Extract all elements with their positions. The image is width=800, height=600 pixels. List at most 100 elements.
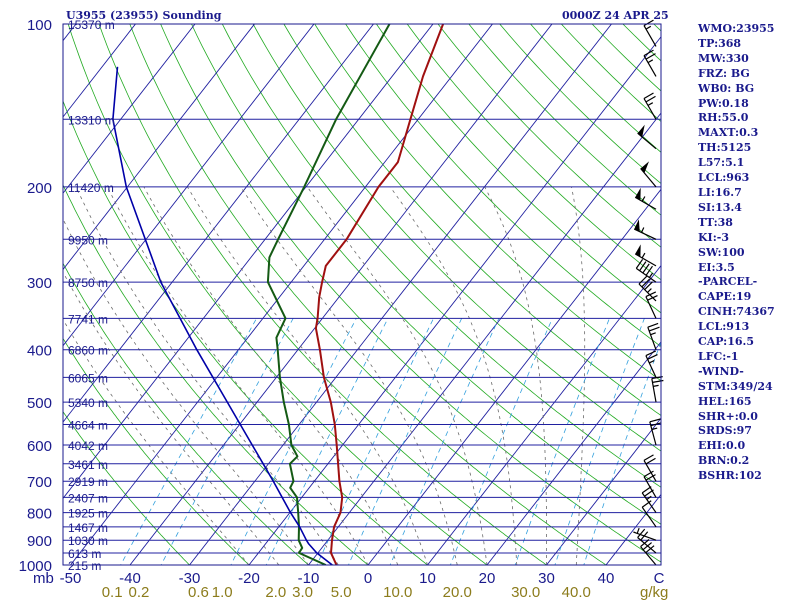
dry-adiabat bbox=[252, 24, 661, 452]
isotherm-line bbox=[63, 24, 315, 347]
moist-adiabat bbox=[187, 186, 428, 565]
height-label: 4042 m bbox=[68, 439, 108, 453]
sounding-index-item: EHI:0.0 bbox=[698, 439, 746, 453]
sounding-index-item: SRDS:97 bbox=[698, 424, 752, 438]
dry-adiabat bbox=[63, 337, 250, 565]
sounding-index-item: CINH:74367 bbox=[698, 305, 775, 319]
temperature-tick-label: 20 bbox=[479, 570, 496, 587]
sounding-index-item: -PARCEL- bbox=[698, 275, 758, 289]
height-label: 6860 m bbox=[68, 344, 108, 358]
height-label: 15370 m bbox=[68, 18, 115, 32]
wind-barb bbox=[637, 124, 657, 150]
sounding-index-item: FRZ: BG bbox=[698, 66, 750, 80]
wind-barb bbox=[643, 49, 657, 77]
mixing-ratio-tick-label: 1.0 bbox=[212, 584, 233, 600]
isotherm-line bbox=[248, 36, 661, 565]
sounding-index-item: LFC:-1 bbox=[698, 349, 739, 363]
sounding-index-item: HEL:165 bbox=[698, 394, 752, 408]
pressure-tick-label: 800 bbox=[27, 506, 52, 523]
mixing-ratio-tick-label: 20.0 bbox=[443, 584, 472, 600]
wind-barb bbox=[634, 187, 657, 210]
sounding-index-item: TP:368 bbox=[698, 36, 742, 50]
sounding-index-item: MW:330 bbox=[698, 51, 749, 65]
temperature-tick-label: -50 bbox=[60, 570, 82, 587]
height-label: 9950 m bbox=[68, 233, 108, 247]
sounding-index-item: PW:0.18 bbox=[698, 96, 749, 110]
parcel-path-line bbox=[112, 66, 333, 565]
sounding-index-item: MAXT:0.3 bbox=[698, 126, 759, 140]
height-label: 3461 m bbox=[68, 458, 108, 472]
temperature-unit-label: C bbox=[654, 570, 665, 587]
dry-adiabat bbox=[375, 24, 661, 314]
mixing-ratio-tick-label: 2.0 bbox=[265, 584, 286, 600]
dry-adiabat bbox=[63, 184, 369, 565]
pressure-tick-label: 900 bbox=[27, 533, 52, 550]
wind-barb bbox=[643, 454, 657, 482]
sounding-indices-panel: WMO:23955 TP:368 MW:330 FRZ: BG WB0: BG PW:0.… bbox=[698, 22, 775, 484]
wind-barb bbox=[647, 322, 660, 350]
pressure-tick-label: 400 bbox=[27, 343, 52, 360]
sounding-index-item: LCL:913 bbox=[698, 320, 750, 334]
sounding-index-item: SI:13.4 bbox=[698, 200, 742, 214]
isotherm-line bbox=[129, 24, 553, 565]
sounding-index-item: BRN:0.2 bbox=[698, 454, 750, 468]
sounding-index-item: TT:38 bbox=[698, 215, 733, 229]
wind-barb bbox=[638, 275, 657, 302]
isotherm-line bbox=[545, 417, 661, 565]
height-label: 215 m bbox=[68, 559, 101, 573]
wind-barb bbox=[633, 527, 657, 541]
wind-barb bbox=[643, 92, 657, 120]
sounding-index-item: WMO:23955 bbox=[698, 22, 775, 35]
pressure-tick-label: 500 bbox=[27, 395, 52, 412]
sounding-index-item: LCL:963 bbox=[698, 171, 750, 185]
temperature-tick-label: 10 bbox=[419, 570, 436, 587]
sounding-index-item: RH:55.0 bbox=[698, 111, 749, 125]
mixing-ratio-line bbox=[316, 318, 434, 565]
dry-adiabat bbox=[314, 24, 661, 382]
sounding-index-item: WB0: BG bbox=[698, 81, 755, 95]
temperature-profile-line bbox=[314, 24, 445, 565]
height-label: 1925 m bbox=[68, 507, 108, 521]
temperature-tick-label: 0 bbox=[364, 570, 372, 587]
pressure-tick-label: 300 bbox=[27, 275, 52, 292]
chart-valid-time: 0000Z 24 APR 25 bbox=[562, 9, 669, 22]
dry-adiabat bbox=[221, 24, 661, 488]
height-label: 7741 m bbox=[68, 312, 108, 326]
mixing-ratio-tick-label: 0.6 bbox=[188, 584, 209, 600]
height-label: 613 m bbox=[68, 547, 101, 561]
pressure-tick-label: 100 bbox=[27, 17, 52, 34]
pressure-unit-label: mb bbox=[33, 570, 54, 587]
dry-adiabat bbox=[63, 410, 191, 565]
pressure-tick-label: 700 bbox=[27, 474, 52, 491]
temperature-tick-label: -30 bbox=[179, 570, 201, 587]
sounding-index-item: CAP:16.5 bbox=[698, 335, 755, 349]
dry-adiabat bbox=[345, 24, 661, 348]
chart-title: U3955 (23955) Sounding bbox=[66, 9, 222, 22]
mixing-ratio-line bbox=[160, 318, 294, 565]
temperature-tick-label: 30 bbox=[538, 570, 555, 587]
pressure-tick-label: 600 bbox=[27, 438, 52, 455]
wind-barb bbox=[640, 161, 657, 188]
wind-barb bbox=[635, 258, 657, 283]
wind-barb bbox=[649, 418, 662, 446]
mixing-ratio-line bbox=[348, 318, 463, 565]
wind-barb bbox=[633, 219, 657, 240]
temperature-tick-label: -40 bbox=[119, 570, 141, 587]
wind-barb bbox=[645, 350, 658, 378]
sounding-index-item: CAPE:19 bbox=[698, 290, 752, 304]
pressure-tick-label: 1000 bbox=[19, 558, 52, 575]
height-label: 1030 m bbox=[68, 534, 108, 548]
sounding-index-item: BSHR:102 bbox=[698, 469, 762, 483]
dry-adiabat bbox=[283, 24, 661, 417]
temperature-tick-label: -20 bbox=[238, 570, 260, 587]
height-label: 1467 m bbox=[68, 521, 108, 535]
sounding-index-item: L57:5.1 bbox=[698, 156, 745, 170]
mixing-ratio-tick-label: 40.0 bbox=[562, 584, 591, 600]
mixing-ratio-line bbox=[265, 318, 389, 565]
dry-adiabat bbox=[63, 262, 310, 565]
plot-frame bbox=[62, 23, 662, 566]
dewpoint-profile-line bbox=[266, 24, 391, 565]
dry-adiabat bbox=[98, 24, 548, 565]
isotherm-line bbox=[63, 24, 434, 500]
height-label: 5340 m bbox=[68, 396, 108, 410]
